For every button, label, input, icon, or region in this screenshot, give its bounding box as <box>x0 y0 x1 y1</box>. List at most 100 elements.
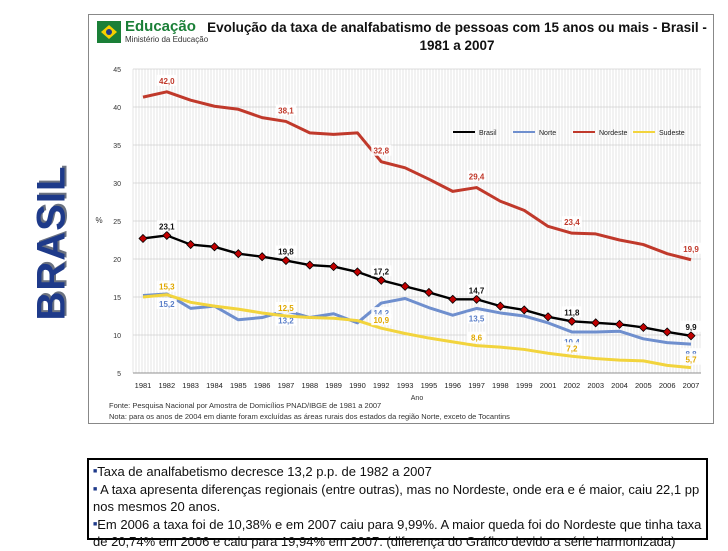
legend-label: Sudeste <box>659 130 685 137</box>
data-label-bg <box>275 314 296 326</box>
data-label: 14,7 <box>469 286 485 295</box>
data-point <box>400 281 410 291</box>
data-point <box>352 267 363 277</box>
x-tick-label: 1984 <box>206 381 223 390</box>
mec-logo: Educação Ministério da Educação <box>97 18 208 48</box>
data-label-bg <box>561 335 582 347</box>
line-chart: 5 10 15 20 25 30 35 40 45 1981 1982 1983 1984 1985 198… <box>95 67 701 402</box>
data-point <box>662 327 672 337</box>
x-tick-label: 1990 <box>349 381 366 390</box>
data-point <box>376 275 386 285</box>
bullet-icon: ■ <box>93 468 98 475</box>
summary-text: Em 2006 a taxa foi de 10,38% e em 2007 c… <box>93 516 702 550</box>
data-label: 5,7 <box>685 356 697 365</box>
data-label-bg <box>156 220 177 232</box>
x-tick-label: 2006 <box>659 381 676 390</box>
logo-title: Educação <box>125 18 196 35</box>
data-label-bg <box>371 144 392 156</box>
data-label: 13,5 <box>469 314 485 323</box>
x-tick-label: 1998 <box>492 381 509 390</box>
x-tick-label: 1999 <box>516 381 533 390</box>
data-label-bg <box>275 245 296 257</box>
data-label-bg <box>681 242 701 254</box>
x-tick-label: 1986 <box>254 381 271 390</box>
data-label: 15,3 <box>159 283 175 292</box>
y-tick-label: 5 <box>117 371 121 378</box>
y-tick-label: 40 <box>113 105 121 112</box>
data-label: 17,2 <box>373 267 389 276</box>
y-tick-label: 15 <box>113 295 121 302</box>
data-label: 12,5 <box>278 304 294 313</box>
data-point <box>162 230 172 241</box>
legend-label: Nordeste <box>599 130 628 137</box>
summary-item: ■Em 2006 a taxa foi de 10,38% e em 2007 … <box>93 516 702 551</box>
data-label: 10,9 <box>373 316 389 325</box>
data-label: 23,4 <box>564 218 580 227</box>
data-label: 9,9 <box>685 323 697 332</box>
x-tick-label: 1997 <box>468 381 485 390</box>
chart-panel: Educação Ministério da Educação Evolução… <box>88 14 714 424</box>
data-label: 29,4 <box>469 173 485 182</box>
series-line-brasil <box>142 234 692 337</box>
x-tick-label: 1981 <box>135 381 152 390</box>
y-tick-label: 25 <box>113 219 121 226</box>
x-tick-label: 1993 <box>397 381 414 390</box>
data-point <box>329 262 339 272</box>
bullet-icon: ■ <box>93 485 98 493</box>
data-point <box>424 287 434 298</box>
data-point <box>591 318 601 328</box>
bullet-icon: ■ <box>93 520 98 528</box>
summary-text: Taxa de analfabetismo decresce 13,2 p.p.… <box>97 464 432 479</box>
x-tick-label: 1989 <box>325 381 342 390</box>
side-label-brasil: BRASIL <box>29 165 74 321</box>
legend-label: Brasil <box>479 130 497 137</box>
x-axis-title: Ano <box>411 395 424 402</box>
data-label: 11,8 <box>564 308 580 317</box>
data-label-bg <box>156 74 177 86</box>
data-label: 38,1 <box>278 106 294 115</box>
data-point <box>567 316 577 326</box>
data-label-bg <box>156 297 177 309</box>
data-label: 13,2 <box>278 317 294 326</box>
summary-text: A taxa apresenta diferenças regionais (e… <box>93 481 700 515</box>
x-tick-label: 1983 <box>182 381 199 390</box>
x-tick-label: 1996 <box>444 381 461 390</box>
series-line-norte <box>142 292 692 346</box>
y-tick-label: 30 <box>113 181 121 188</box>
y-tick-label: 45 <box>113 67 121 74</box>
data-point <box>209 242 220 252</box>
data-label: 19,8 <box>278 248 294 257</box>
data-label: 8,6 <box>471 334 483 343</box>
data-label-bg <box>561 342 582 354</box>
data-label-bg <box>466 284 487 296</box>
summary-item: ■ A taxa apresenta diferenças regionais … <box>93 481 702 516</box>
data-label-bg <box>275 302 296 313</box>
x-tick-label: 2007 <box>683 381 700 390</box>
x-tick-label: 2004 <box>611 381 628 390</box>
data-label: 7,2 <box>566 344 578 353</box>
flag-globe-icon <box>106 29 112 35</box>
data-label-bg <box>466 312 487 324</box>
x-tick-label: 2001 <box>540 381 557 390</box>
data-point <box>686 331 696 341</box>
x-tick-label: 1992 <box>373 381 390 390</box>
data-label-bg <box>466 331 487 343</box>
data-point <box>138 233 148 244</box>
data-label-bg <box>681 348 701 360</box>
y-tick-label: 20 <box>113 257 121 264</box>
data-point <box>186 239 196 250</box>
chart-title: Evolução da taxa de analfabatismo de pes… <box>207 20 707 53</box>
legend-label: Norte <box>539 130 556 137</box>
data-label-bg <box>681 353 701 365</box>
y-axis-title: % <box>95 216 102 225</box>
data-label-bg <box>371 265 392 277</box>
data-label-bg <box>466 170 487 182</box>
data-point <box>233 249 243 259</box>
series-line-nordeste <box>142 90 692 262</box>
data-point <box>257 252 267 262</box>
data-point <box>281 255 291 266</box>
data-point <box>543 312 553 322</box>
x-tick-label: 2002 <box>564 381 581 390</box>
series-line-sudeste <box>142 293 692 370</box>
summary-item: ■Taxa de analfabetismo decresce 13,2 p.p… <box>93 463 702 481</box>
